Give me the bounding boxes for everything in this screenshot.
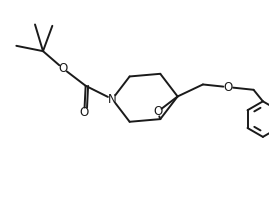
Text: O: O [153,105,162,118]
Text: O: O [58,62,68,75]
Text: O: O [80,106,89,119]
Text: N: N [108,93,117,106]
Text: O: O [224,81,233,94]
